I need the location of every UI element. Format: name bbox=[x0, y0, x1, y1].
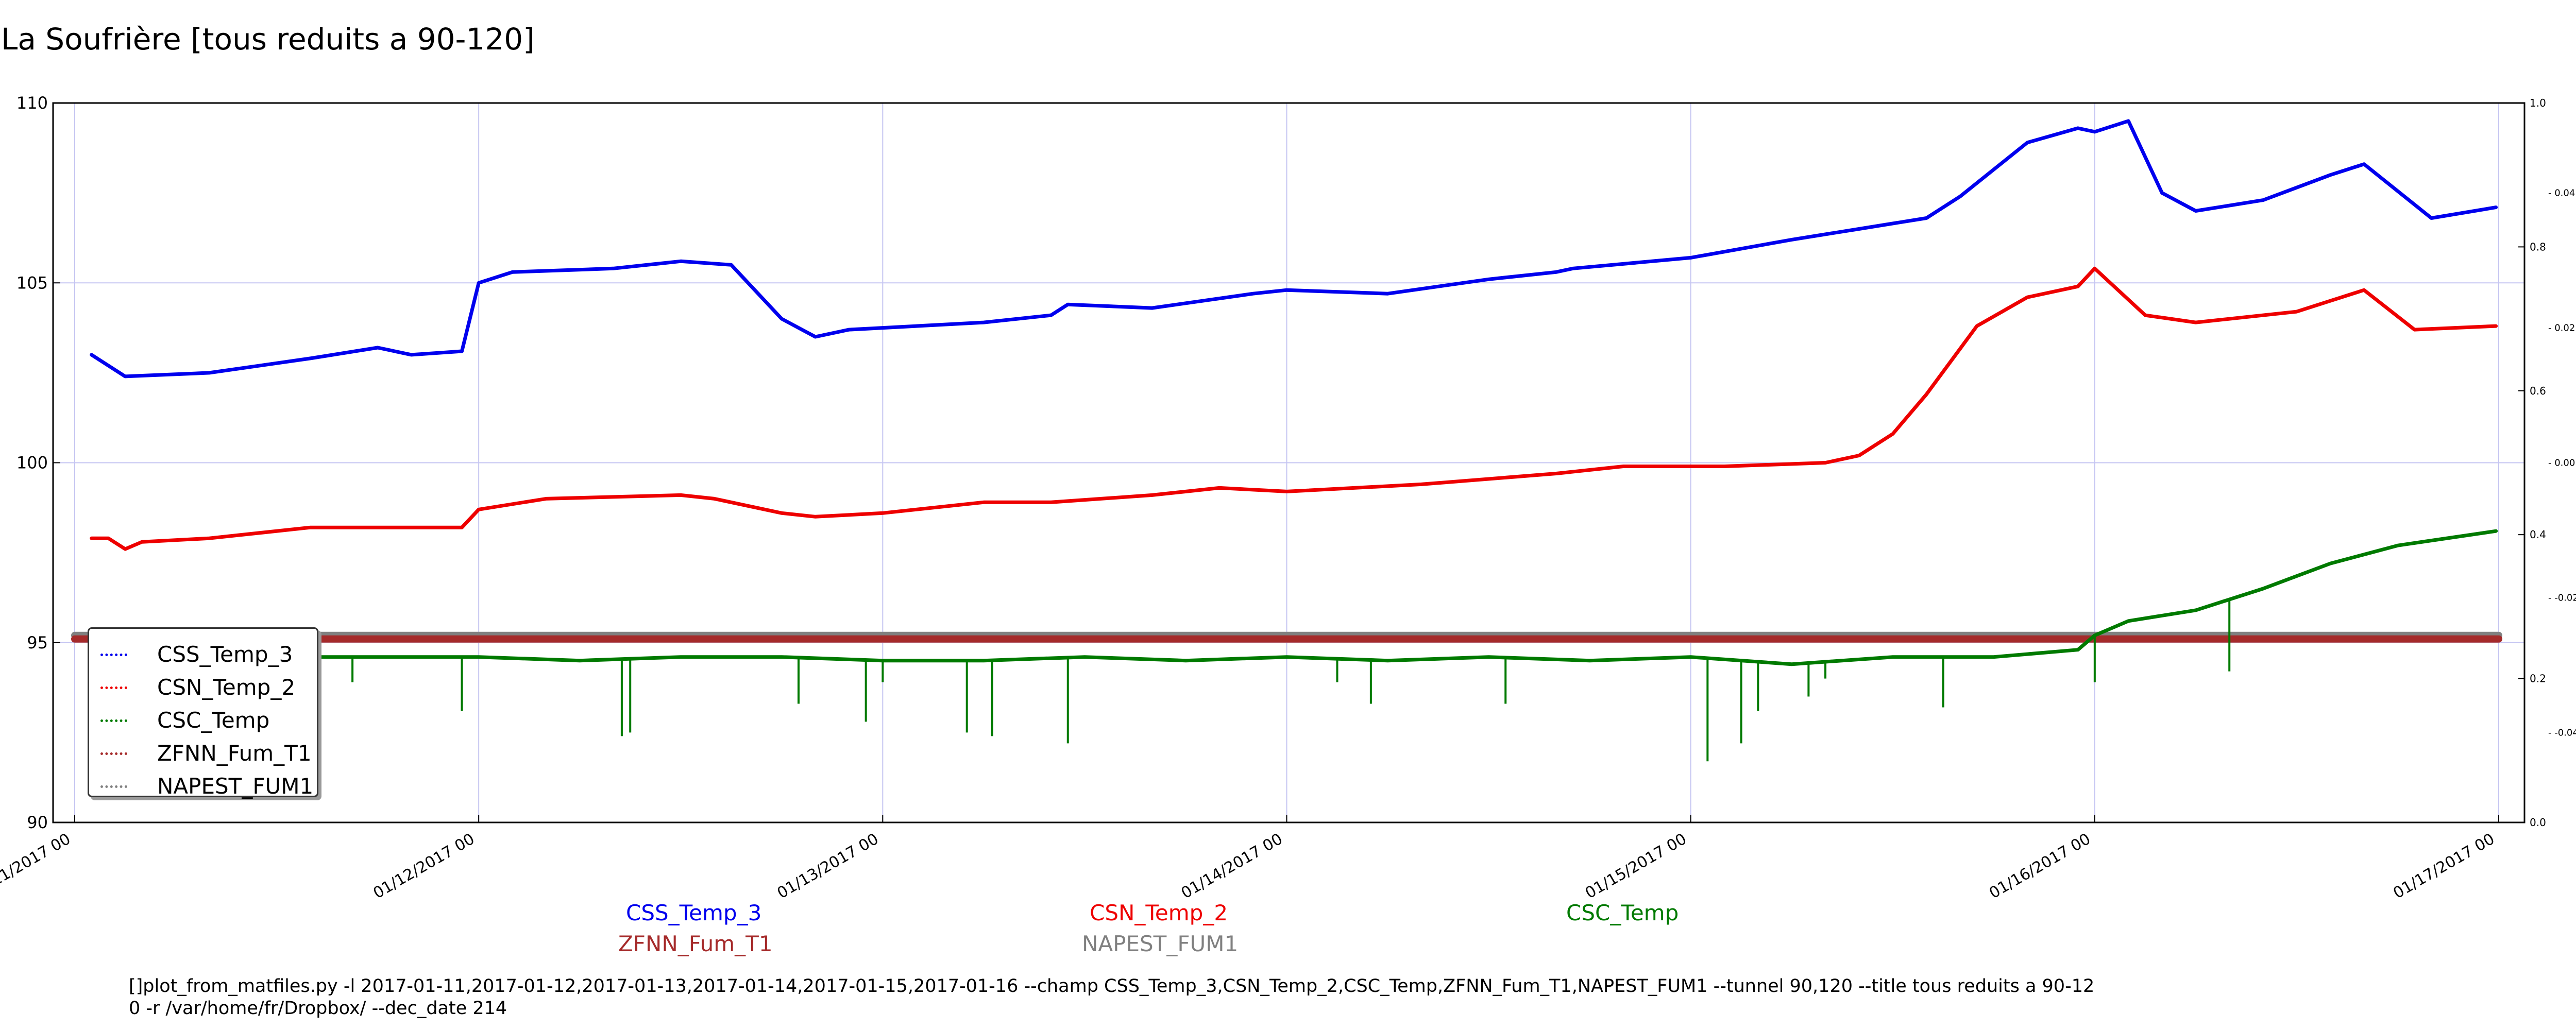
y2-tick-label: 1.0 bbox=[2530, 97, 2546, 109]
series-label-csc-temp: CSC_Temp bbox=[1566, 900, 1679, 925]
legend-row-csn-temp-2: CSN_Temp_2 bbox=[89, 673, 317, 704]
legend-row-csc-temp: CSC_Temp bbox=[89, 706, 317, 737]
command-line-1: []plot_from_matfiles.py -l 2017-01-11,20… bbox=[129, 976, 2095, 997]
command-line: []plot_from_matfiles.py -l 2017-01-11,20… bbox=[129, 975, 2094, 1020]
y2-tick-label: 0.0 bbox=[2530, 816, 2546, 829]
y2-tick-label: 0.8 bbox=[2530, 241, 2546, 253]
x-tick-label: 01/14/2017 00 bbox=[1178, 830, 1286, 903]
series-label-napest-fum1: NAPEST_FUM1 bbox=[1082, 931, 1239, 956]
legend: CSS_Temp_3 CSN_Temp_2 CSC_Temp ZFNN_Fum_… bbox=[88, 627, 318, 799]
y2-inner-tick-label: - 0.02 bbox=[2548, 323, 2575, 334]
legend-marker bbox=[100, 785, 127, 788]
y-tick-label: 105 bbox=[16, 273, 48, 293]
y2-inner-tick-label: - -0.02 bbox=[2548, 592, 2576, 603]
legend-row-napest-fum1: NAPEST_FUM1 bbox=[89, 772, 317, 803]
y2-tick-label: 0.4 bbox=[2530, 528, 2546, 541]
legend-marker bbox=[100, 719, 127, 722]
series-line-csn-temp-2 bbox=[90, 266, 2498, 551]
legend-marker bbox=[100, 654, 127, 656]
series-label-csn-temp-2: CSN_Temp_2 bbox=[1090, 900, 1228, 925]
legend-row-css-temp-3: CSS_Temp_3 bbox=[89, 640, 317, 671]
grid-lines bbox=[53, 102, 2524, 823]
series-line-csc-temp bbox=[90, 529, 2498, 666]
series-label-css-temp-3: CSS_Temp_3 bbox=[626, 900, 762, 925]
y-tick-label: 95 bbox=[27, 633, 48, 653]
y2-inner-tick-label: - 0.04 bbox=[2548, 188, 2575, 199]
legend-label: NAPEST_FUM1 bbox=[157, 774, 314, 799]
y2-inner-tick-label: - -0.04 bbox=[2548, 727, 2576, 738]
x-tick-label: 01/12/2017 00 bbox=[370, 830, 478, 903]
x-tick-label: 01/13/2017 00 bbox=[774, 830, 882, 903]
command-line-2: 0 -r /var/home/fr/Dropbox/ --dec_date 21… bbox=[129, 998, 507, 1019]
legend-marker bbox=[100, 686, 127, 689]
y-tick-label: 90 bbox=[27, 813, 48, 832]
legend-label: CSS_Temp_3 bbox=[157, 642, 293, 667]
x-tick-label: 01/15/2017 00 bbox=[1582, 830, 1690, 903]
y-tick-label: 110 bbox=[16, 93, 48, 113]
series-label-zfnn-fum-t1: ZFNN_Fum_T1 bbox=[618, 931, 773, 956]
y2-inner-tick-label: - 0.00 bbox=[2548, 458, 2575, 469]
legend-label: CSC_Temp bbox=[157, 708, 270, 733]
axes-layer: 01/11/2017 00 01/12/2017 00 01/13/2017 00 0… bbox=[0, 93, 2576, 902]
legend-marker bbox=[100, 752, 127, 755]
series-layer bbox=[71, 119, 2502, 762]
legend-label: ZFNN_Fum_T1 bbox=[157, 741, 312, 766]
y-tick-label: 100 bbox=[16, 453, 48, 473]
legend-row-zfnn-fum-t1: ZFNN_Fum_T1 bbox=[89, 739, 317, 770]
series-line-css-temp-3 bbox=[90, 119, 2498, 379]
x-tick-label: 01/16/2017 00 bbox=[1986, 830, 2094, 903]
x-tick-label: 01/11/2017 00 bbox=[0, 830, 74, 903]
y2-tick-label: 0.6 bbox=[2530, 385, 2546, 397]
y2-tick-label: 0.2 bbox=[2530, 673, 2546, 685]
legend-label: CSN_Temp_2 bbox=[157, 675, 296, 700]
chart-title: La Soufrière [tous reduits a 90-120] bbox=[1, 22, 535, 57]
x-tick-label: 01/17/2017 00 bbox=[2390, 830, 2498, 903]
